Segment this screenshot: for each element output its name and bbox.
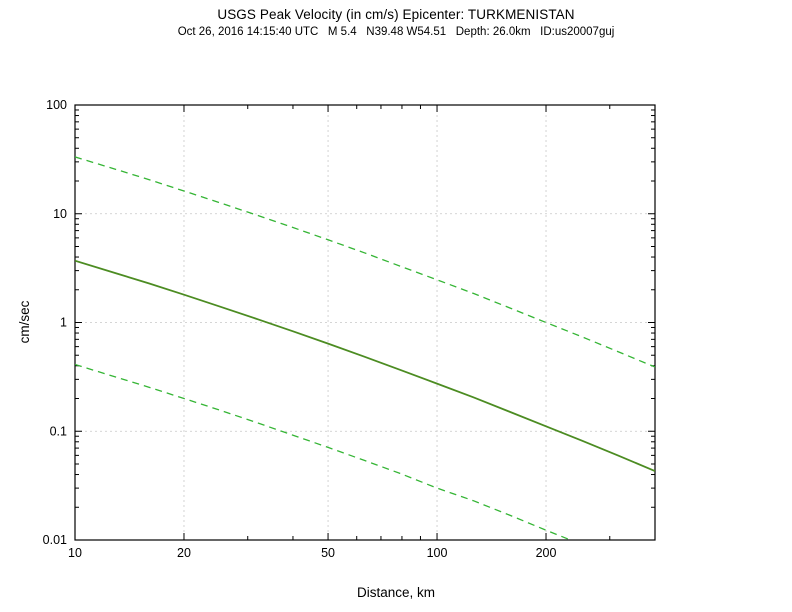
y-tick-label: 10 <box>53 207 67 221</box>
plot-area: 10 20 50 100 200 0.01 0.1 1 10 100 <box>43 98 656 560</box>
x-tick-label: 10 <box>68 546 82 560</box>
series-median-minus-sigma <box>75 363 573 540</box>
y-tick-label: 0.1 <box>50 424 67 438</box>
y-tick-label: 100 <box>46 98 67 112</box>
series-median-plus-sigma <box>75 156 655 368</box>
series-median-peak-velocity <box>75 259 655 472</box>
y-axis-label: cm/sec <box>17 300 32 343</box>
y-tick-label: 0.01 <box>43 533 67 547</box>
x-tick-label: 50 <box>321 546 335 560</box>
x-tick-label: 200 <box>536 546 557 560</box>
y-tick-label: 1 <box>60 316 67 330</box>
x-tick-label: 100 <box>427 546 448 560</box>
chart-subtitle: Oct 26, 2016 14:15:40 UTC M 5.4 N39.48 W… <box>177 26 615 38</box>
x-tick-label: 20 <box>177 546 191 560</box>
plot-frame <box>74 104 656 541</box>
chart-title: USGS Peak Velocity (in cm/s) Epicenter: … <box>217 7 575 22</box>
x-axis-label: Distance, km <box>357 585 435 600</box>
